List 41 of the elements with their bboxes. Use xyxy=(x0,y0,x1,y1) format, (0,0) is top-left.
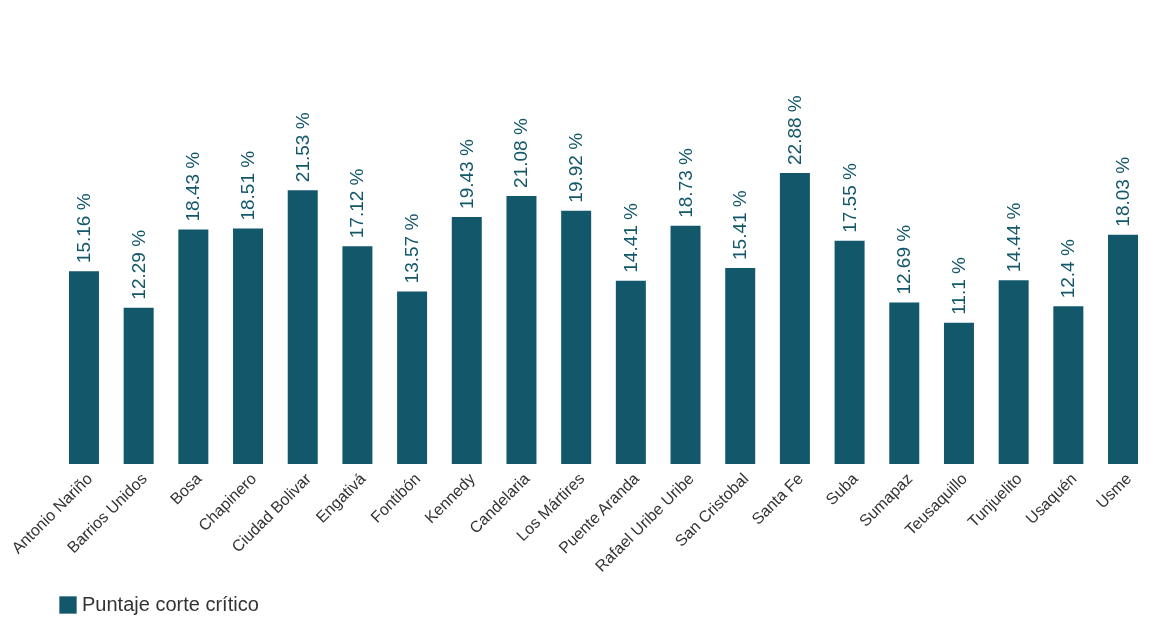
data-label: 13.57 % xyxy=(401,213,423,284)
data-label: 18.73 % xyxy=(674,147,696,218)
data-label: 17.55 % xyxy=(838,162,860,233)
bar xyxy=(123,307,154,464)
data-label: 18.03 % xyxy=(1112,156,1134,227)
bar xyxy=(397,291,428,464)
data-label: 15.41 % xyxy=(729,190,751,261)
data-label: 11.1 % xyxy=(947,256,969,315)
bar xyxy=(670,225,701,464)
data-label: 22.88 % xyxy=(783,95,805,165)
bar xyxy=(725,268,756,464)
bar xyxy=(561,210,592,464)
bar xyxy=(233,228,264,464)
bar xyxy=(1053,306,1084,464)
bar xyxy=(506,195,537,464)
bar xyxy=(287,190,318,464)
data-label: 12.4 % xyxy=(1057,239,1079,299)
bar xyxy=(342,246,373,464)
bar xyxy=(889,302,920,464)
bar xyxy=(178,229,209,464)
data-label: 14.44 % xyxy=(1002,202,1024,273)
data-label: 19.92 % xyxy=(565,132,587,203)
data-label: 21.08 % xyxy=(510,118,532,188)
bar xyxy=(615,280,646,464)
data-label: 12.29 % xyxy=(127,229,149,300)
bar xyxy=(998,280,1029,464)
bar xyxy=(943,322,974,464)
data-label: 14.41 % xyxy=(619,202,641,273)
data-label: 17.12 % xyxy=(346,168,368,239)
data-label: 15.16 % xyxy=(72,193,94,264)
data-label: 18.51 % xyxy=(237,150,259,221)
bar xyxy=(68,271,99,464)
bar xyxy=(834,240,865,464)
bar xyxy=(779,173,810,464)
data-label: 21.53 % xyxy=(291,112,313,183)
data-label: 18.43 % xyxy=(182,151,204,222)
bar xyxy=(451,216,482,464)
data-label: 19.43 % xyxy=(455,139,477,209)
data-label: 12.69 % xyxy=(893,224,915,295)
bar xyxy=(1108,234,1139,464)
legend-label: Puntaje corte crítico xyxy=(82,593,259,615)
